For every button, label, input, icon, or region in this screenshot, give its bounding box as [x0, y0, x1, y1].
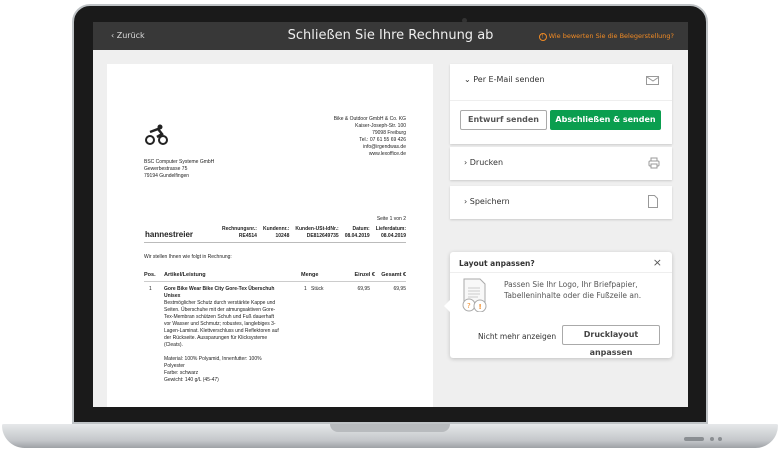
meta-value: RE4514 — [238, 233, 257, 239]
customize-layout-button[interactable]: Drucklayout anpassen — [562, 325, 660, 357]
recipient-line: 79194 Gundelfingen — [144, 173, 190, 179]
sender-line: Kaiser-Joseph-Str. 100 — [355, 123, 406, 129]
meta-value: 08.04.2019 — [344, 233, 370, 239]
document-question-icon: ?! — [462, 278, 487, 312]
camera — [462, 18, 467, 23]
meta-value: 10248 — [275, 233, 290, 239]
page-title: Schließen Sie Ihre Rechnung ab — [287, 28, 494, 43]
popover-arrow — [444, 300, 450, 312]
page-number: Seite 1 von 2 — [376, 216, 406, 222]
sender-line: www.lexoffice.de — [368, 151, 406, 157]
info-icon: ! — [538, 33, 547, 41]
item-pos: 1 — [149, 286, 152, 292]
app-header: ‹ Zurück Schließen Sie Ihre Rechnung ab … — [93, 22, 688, 50]
meta-label: Datum: — [352, 226, 370, 232]
meta-label: Lieferdatum: — [375, 226, 406, 232]
save-label: Speichern — [469, 197, 510, 206]
chevron-right-icon: › — [464, 158, 470, 167]
sender-line: 79098 Freiburg — [372, 130, 406, 136]
email-label: Per E-Mail senden — [473, 75, 545, 84]
printer-icon — [648, 157, 660, 169]
divider — [450, 272, 672, 273]
divider — [450, 100, 672, 101]
recipient-line: BSC Computer Systeme GmbH — [144, 159, 215, 165]
recipient-address: BSC Computer Systeme GmbH Gewerbestrasse … — [144, 159, 214, 180]
item-material: Material: 100% Polyamid, Innenfutter: 10… — [164, 356, 262, 369]
sender-line: Bike & Outdoor GmbH & Co. KG — [333, 116, 406, 122]
close-icon[interactable]: × — [652, 256, 662, 269]
print-label: Drucken — [469, 158, 504, 167]
finalize-send-button[interactable]: Abschließen & senden — [550, 110, 661, 130]
rating-link[interactable]: ! Wie bewerten Sie die Belegerstellung? — [538, 32, 674, 41]
save-card[interactable]: › Speichern — [450, 186, 672, 219]
item-qty: 1 — [304, 286, 307, 292]
meta-label: Kundennr.: — [262, 226, 290, 232]
chevron-down-icon: ⌄ — [464, 75, 474, 84]
email-toggle[interactable]: ⌄ Per E-Mail senden — [464, 75, 545, 84]
dismiss-link[interactable]: Nicht mehr anzeigen — [478, 332, 557, 341]
popover-title: Layout anpassen? — [459, 259, 535, 268]
column-header: Pos. — [144, 272, 156, 278]
divider — [144, 281, 406, 282]
item-description: Bestmöglicher Schutz durch verstärkte Ka… — [164, 300, 279, 348]
column-header: Einzel € — [354, 272, 375, 278]
rating-link-label: Wie bewerten Sie die Belegerstellung? — [548, 32, 674, 40]
item-weight: Gewicht: 140 g/L (45-47) — [164, 377, 219, 383]
meta-value: DE812649735 — [306, 233, 339, 239]
app-screen: ‹ Zurück Schließen Sie Ihre Rechnung ab … — [93, 22, 688, 407]
document-icon — [648, 195, 658, 208]
item-unit: Stück — [311, 286, 324, 292]
item-total: 69,95 — [393, 286, 406, 292]
svg-text:!: ! — [479, 303, 482, 311]
recipient-line: Gewerbestrasse 75 — [144, 166, 188, 172]
sender-line: info@irgendwas.de — [363, 144, 406, 150]
divider — [144, 242, 406, 243]
email-card: ⌄ Per E-Mail senden Entwurf senden Absch… — [450, 64, 672, 144]
port — [710, 437, 714, 441]
chevron-right-icon: › — [464, 197, 470, 206]
item-color: Farbe: schwarz — [164, 370, 199, 376]
invoice-intro: Wir stellen Ihnen wie folgt in Rechnung: — [144, 254, 232, 260]
mail-icon — [646, 76, 660, 85]
popover-text: Passen Sie Ihr Logo, Ihr Briefpapier, Ta… — [504, 280, 642, 300]
port — [684, 437, 704, 441]
sender-address: Bike & Outdoor GmbH & Co. KG Kaiser-Josep… — [334, 116, 406, 158]
meta-value: 08.04.2019 — [380, 233, 406, 239]
port — [718, 437, 722, 441]
invoice-meta: Rechnungsnr.: RE4514 Kundennr.: 10248 Kund… — [222, 226, 406, 240]
layout-popover: Layout anpassen? × ?! Passen Sie Ihr Log… — [444, 252, 672, 358]
svg-text:?: ? — [467, 302, 471, 310]
chevron-left-icon: ‹ — [111, 31, 117, 40]
column-header: Artikel/Leistung — [164, 272, 206, 278]
sender-line: Tel.: 07 61 55 69 426 — [359, 137, 406, 143]
print-card[interactable]: › Drucken — [450, 147, 672, 180]
item-title: Gore Bike Wear Bike City Gore-Tex Übersc… — [164, 286, 275, 299]
bike-logo-icon — [145, 124, 168, 145]
send-draft-button[interactable]: Entwurf senden — [460, 110, 547, 130]
laptop-notch — [330, 424, 450, 432]
invoice-preview: Bike & Outdoor GmbH & Co. KG Kaiser-Josep… — [107, 64, 433, 407]
column-header: Menge — [301, 272, 319, 278]
meta-label: Kunden-USt-IdNr.: — [295, 226, 339, 232]
back-button[interactable]: ‹ Zurück — [111, 31, 145, 40]
customer-name: hannestreier — [145, 230, 194, 239]
meta-label: Rechnungsnr.: — [221, 226, 257, 232]
item-single-price: 69,95 — [357, 286, 370, 292]
column-header: Gesamt € — [381, 272, 406, 278]
back-label: Zurück — [116, 31, 145, 40]
